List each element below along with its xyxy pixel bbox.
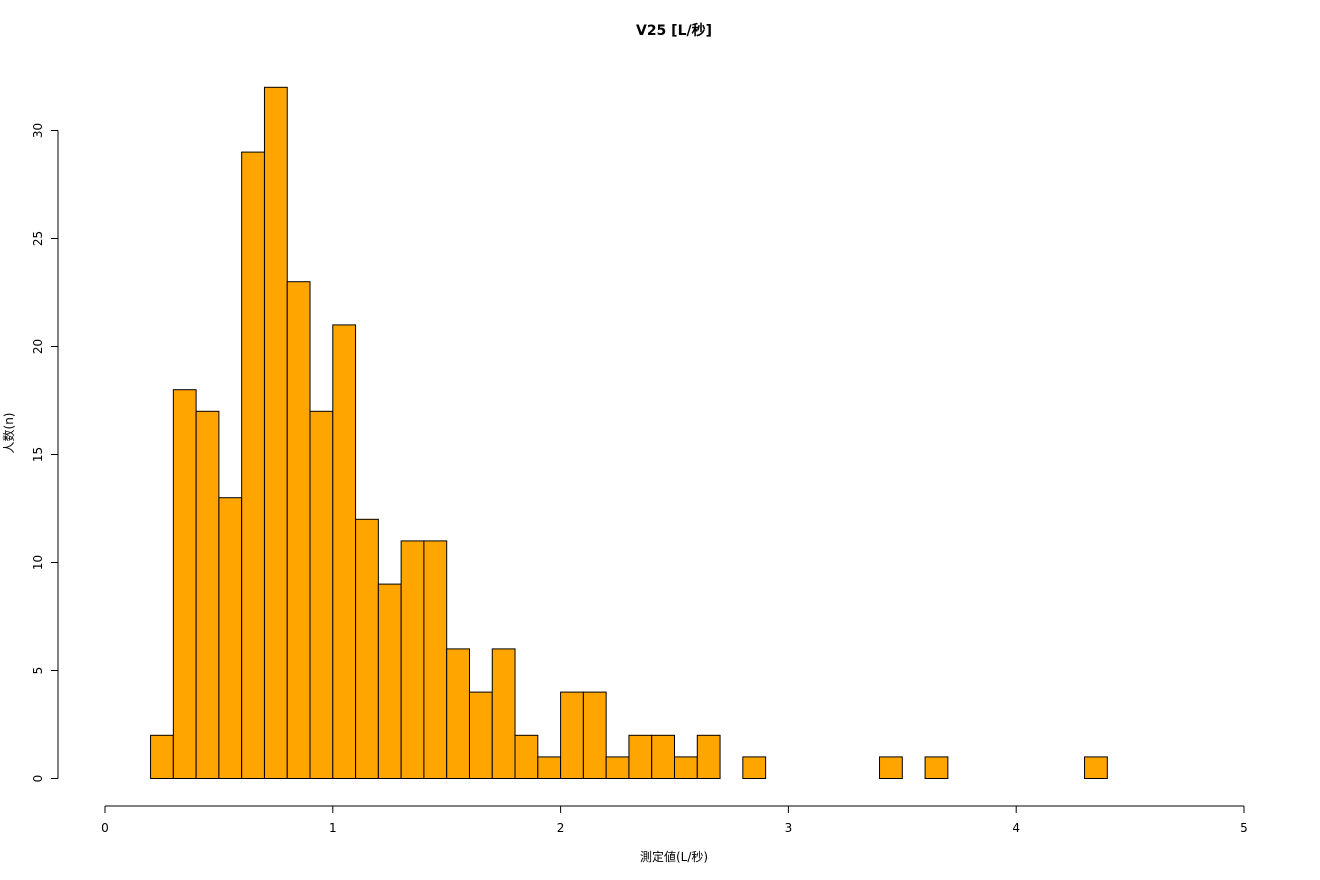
histogram-bar [742,756,767,780]
histogram-bar [1084,756,1108,780]
x-tick-label: 5 [1240,821,1248,835]
bars-group [150,86,1108,780]
y-tick-label: 15 [31,447,45,462]
histogram-bar [332,324,357,779]
histogram-bar [377,583,402,779]
histogram-bar [195,410,220,779]
histogram-bar [674,756,698,780]
histogram-bar [537,756,562,780]
y-tick-label: 5 [31,667,45,675]
histogram-bar [582,691,607,779]
histogram-bar [605,756,630,780]
y-tick-label: 20 [31,339,45,354]
histogram-bar [446,648,470,780]
histogram-bar [491,648,516,780]
histogram-bar [628,734,653,779]
y-axis-label: 人数(n) [1,413,16,454]
y-tick-label: 25 [31,231,45,246]
y-tick-label: 10 [31,555,45,570]
histogram-bar [286,281,311,779]
histogram-bar [400,540,425,780]
histogram-bar [241,151,265,780]
histogram-bar [355,518,379,779]
y-axis: 0 5 10 15 20 25 30 [31,123,59,783]
x-tick-label: 3 [785,821,793,835]
histogram-bar [879,756,903,780]
histogram-bar [514,734,539,779]
histogram-bar [309,410,334,779]
histogram-bar [468,691,493,779]
x-axis-label: 測定値(L/秒) [640,849,708,864]
x-axis: 0 1 2 3 4 5 [101,805,1248,835]
histogram-bar [263,86,288,780]
histogram-bar [218,497,243,779]
chart-title: V25 [L/秒] [636,22,712,39]
histogram-bar [150,734,174,779]
histogram-bar [651,734,675,779]
histogram-bar [172,389,197,779]
x-tick-label: 2 [557,821,565,835]
histogram-bar [423,540,448,780]
x-tick-label: 1 [329,821,337,835]
x-tick-label: 4 [1012,821,1020,835]
histogram-bar [924,756,949,780]
histogram-bar [696,734,721,779]
x-tick-label: 0 [101,821,109,835]
histogram-bar [560,691,584,779]
y-tick-label: 30 [31,123,45,138]
y-tick-label: 0 [31,775,45,783]
